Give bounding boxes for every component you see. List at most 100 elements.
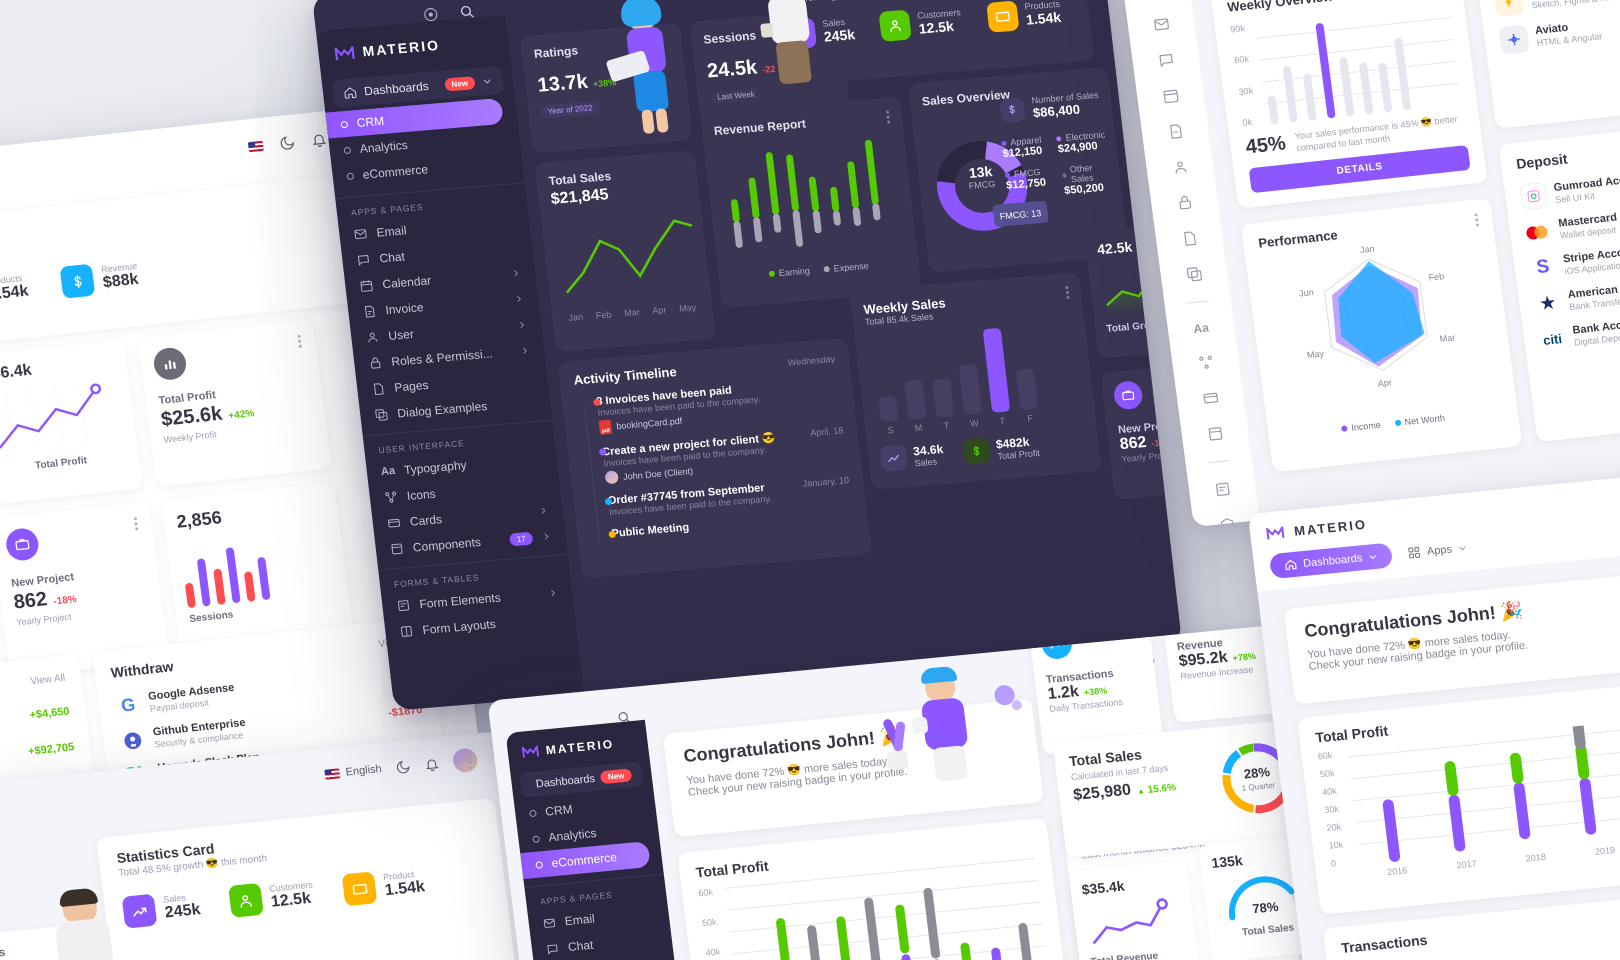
nav-item-dashboards[interactable]: Dashboards — [1268, 542, 1394, 580]
chat-icon[interactable] — [1156, 51, 1175, 70]
sidebar-item-email[interactable]: Email — [338, 207, 530, 249]
chevron-down-icon[interactable] — [1457, 542, 1468, 553]
svg-text:Jun: Jun — [1298, 287, 1314, 298]
form-elements-icon[interactable] — [1213, 480, 1232, 499]
bell-icon[interactable] — [423, 756, 440, 772]
chevron-down-icon[interactable] — [637, 769, 638, 779]
sidebar-item-chat[interactable]: Chat — [341, 233, 533, 275]
tick: 2019 — [1594, 844, 1616, 857]
language-selector[interactable]: English — [324, 763, 382, 781]
moon-icon[interactable] — [395, 759, 412, 775]
sidebar-logo[interactable]: MATERIO — [505, 720, 649, 770]
sidebar-item-dialog-examples[interactable]: Dialog Examples — [359, 388, 551, 430]
more-options-icon[interactable] — [133, 517, 138, 521]
lock-icon[interactable] — [1175, 194, 1194, 213]
bar — [1338, 56, 1355, 117]
sidebar-item-calendar[interactable]: Calendar — [344, 259, 536, 301]
chevron-right-icon[interactable] — [517, 319, 528, 330]
user-icon[interactable] — [1170, 158, 1189, 177]
chevron-down-icon[interactable] — [1368, 551, 1379, 562]
search-icon[interactable] — [458, 3, 476, 20]
typography-icon[interactable]: Aa — [1192, 320, 1210, 337]
sidebar-item-cards[interactable]: Cards — [372, 496, 564, 538]
label: Components — [412, 535, 482, 555]
chevron-down-icon[interactable] — [481, 75, 493, 87]
br-total-profit-chart: 60k 50k 40k 30k 20k 10k 0 — [1317, 714, 1620, 891]
sidebar-item-components[interactable]: Components 17 — [375, 522, 567, 564]
value: 2,856 — [175, 507, 223, 532]
legend-item: Other Sales $50,200 — [1061, 161, 1112, 197]
stat-label: Total Profit — [996, 447, 1041, 462]
list-item[interactable]: Github Enterprise Security & compliance … — [118, 692, 425, 760]
sidebar-item-roles-permissions[interactable]: Roles & Permissi... — [353, 336, 545, 378]
sidebar-item-user[interactable]: User — [350, 310, 542, 352]
label: Dashboards — [363, 78, 430, 99]
mail-icon — [543, 918, 556, 928]
sidebar-item-dashboards[interactable]: Dashboards New — [331, 65, 505, 108]
sidebar-item-pages[interactable]: Pages — [356, 362, 548, 404]
dollar-icon — [962, 437, 992, 466]
timeline-item[interactable]: 8 Invoices have been paid Invoices have … — [592, 354, 842, 435]
chevron-right-icon[interactable] — [519, 345, 530, 356]
sidebar-item-chat[interactable]: Chat — [531, 924, 674, 960]
view-all-link[interactable]: View All — [29, 672, 66, 687]
cards-icon[interactable] — [1201, 389, 1220, 408]
chat-icon — [357, 254, 369, 266]
dialog-icon[interactable] — [1184, 265, 1203, 284]
box-icon[interactable] — [1217, 516, 1236, 528]
label: User — [387, 326, 415, 344]
bar — [1302, 73, 1317, 121]
components-icon[interactable] — [1205, 425, 1224, 444]
sales-overview-card: Sales Overview Number of Sales $86,400 1… — [907, 67, 1130, 273]
moon-icon[interactable] — [278, 134, 296, 152]
box-icon — [341, 871, 378, 907]
sidebar-item-email[interactable]: Email — [527, 898, 670, 937]
sidebar-item-form-layouts[interactable]: Form Layouts — [384, 604, 576, 646]
pages-icon[interactable] — [1180, 229, 1199, 248]
delta: -18% — [1151, 436, 1174, 449]
list-item[interactable]: Aviato HTML & Angular — [1498, 1, 1620, 59]
value: 862 — [1118, 433, 1148, 454]
citi-icon: citi — [1542, 330, 1563, 348]
flag-icon[interactable] — [247, 140, 264, 153]
legend-swatch — [1001, 140, 1007, 146]
stat-value: 1.54k — [0, 282, 30, 304]
chevron-right-icon[interactable] — [514, 294, 525, 305]
more-options-icon[interactable] — [297, 334, 301, 339]
chevron-right-icon[interactable] — [541, 531, 552, 542]
tick: 0k — [1241, 116, 1253, 128]
title: Transactions — [1340, 931, 1429, 956]
title: New Project — [1117, 419, 1182, 437]
avatar[interactable] — [451, 747, 479, 774]
calendar-icon[interactable] — [1161, 86, 1180, 105]
gumroad-icon — [1519, 181, 1549, 211]
revenue-sparkline — [1093, 898, 1168, 944]
stat-value: 34.6k — [912, 442, 944, 459]
bell-icon[interactable] — [310, 131, 328, 149]
icons-icon[interactable] — [1196, 353, 1215, 372]
aviato-icon — [1498, 24, 1530, 55]
invoice-icon[interactable] — [1166, 122, 1185, 141]
stat-value: $88k — [101, 270, 140, 292]
sidebar-item-invoice[interactable]: Invoice — [347, 285, 539, 327]
nav-item-apps[interactable]: Apps — [1407, 541, 1468, 560]
lock-icon — [370, 357, 381, 369]
mail-icon[interactable] — [1152, 15, 1171, 34]
timeline-item[interactable]: Create a new project for client 😎 Invoic… — [598, 425, 847, 485]
sidebar-item-form-elements[interactable]: Form Elements — [381, 579, 573, 621]
stat-item: Product 1.54k — [341, 866, 427, 907]
chevron-right-icon[interactable] — [511, 268, 522, 279]
total-sales-card: Total Sales $21,845 Jan Feb Mar Apr May — [534, 149, 716, 353]
total-profit-sparkline — [0, 383, 102, 451]
sales-legend: Apparel $12,150 Electronic $24,900 FMCG … — [1001, 129, 1112, 201]
sidebar-item-icons[interactable]: Icons — [369, 470, 561, 512]
legend-value: $12,150 — [1001, 144, 1043, 161]
list-item[interactable]: Bitbank Sketch, Figma & XD — [1493, 0, 1620, 22]
sidebar-logo[interactable]: MATERIO — [316, 15, 510, 75]
chevron-right-icon[interactable] — [538, 505, 549, 516]
more-options-icon[interactable] — [1474, 213, 1478, 217]
icons-icon — [385, 491, 397, 503]
total-sales-chart — [566, 219, 693, 294]
list-item[interactable]: Gumroad Account Sell UI Kit — [1518, 159, 1620, 215]
chevron-right-icon[interactable] — [548, 588, 559, 599]
